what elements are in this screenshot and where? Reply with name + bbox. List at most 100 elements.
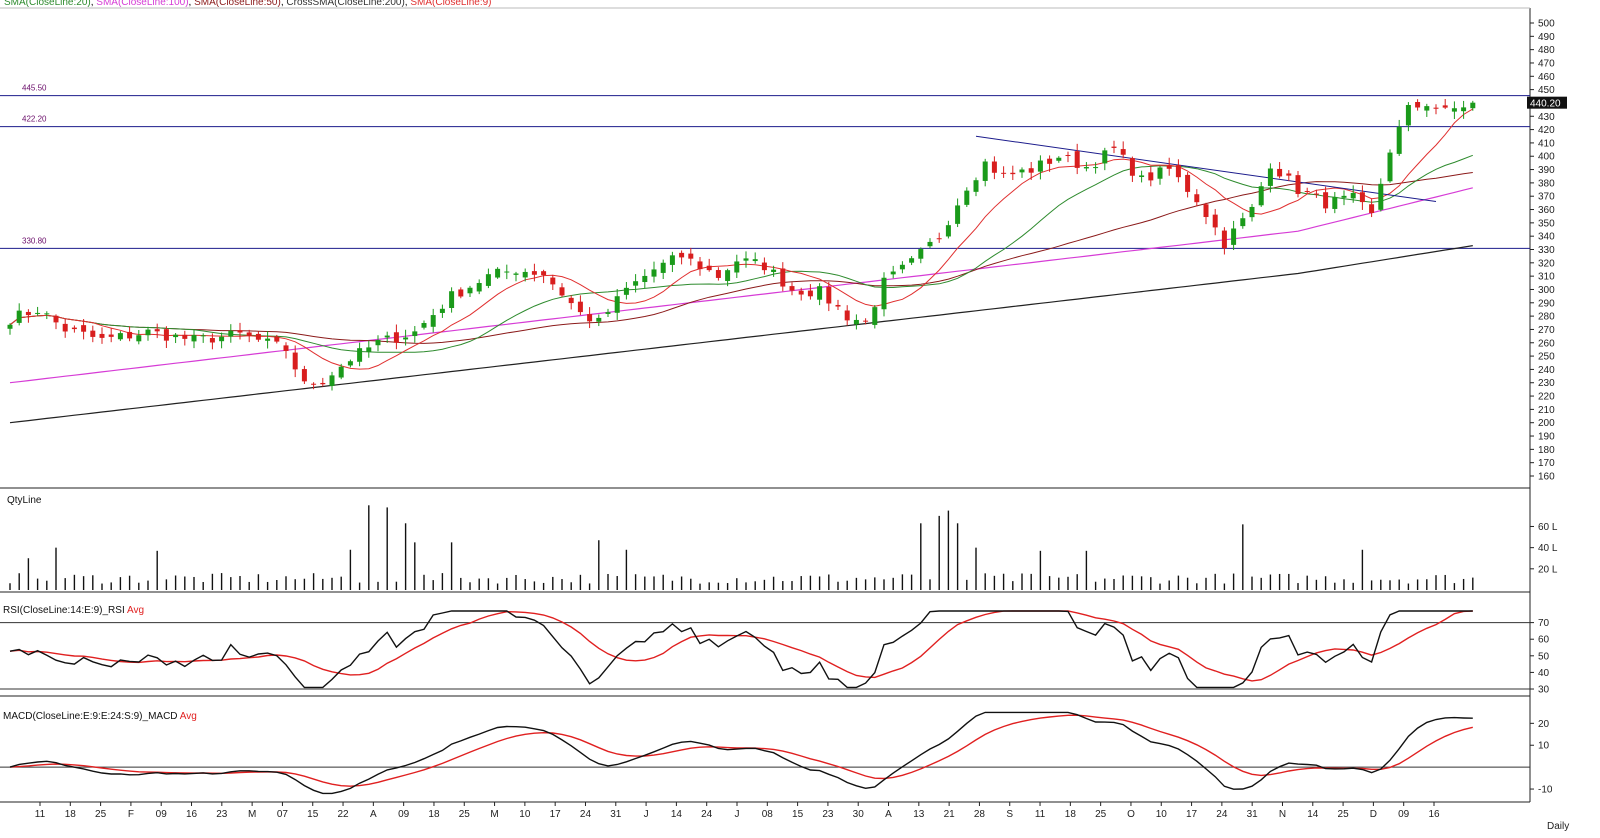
candle[interactable] [1286,170,1292,182]
candle[interactable] [375,335,381,352]
candle[interactable] [1120,141,1126,159]
candle[interactable] [1093,162,1099,174]
candle[interactable] [1019,167,1025,178]
candle[interactable] [725,268,731,287]
candle[interactable] [881,272,887,317]
candle[interactable] [513,271,519,282]
candle[interactable] [1212,208,1218,236]
candle[interactable] [835,299,841,310]
candle[interactable] [108,328,114,343]
candle[interactable] [1442,99,1448,110]
candle[interactable] [1157,165,1163,185]
candle[interactable] [734,254,740,279]
candle[interactable] [1387,149,1393,183]
candle[interactable] [706,258,712,272]
candle[interactable] [265,330,271,349]
candle[interactable] [807,284,813,300]
candle[interactable] [283,342,289,359]
candle[interactable] [1304,187,1310,194]
candle[interactable] [16,303,22,326]
candle[interactable] [522,268,528,282]
candle[interactable] [1028,161,1034,180]
candle[interactable] [1470,100,1476,111]
candle[interactable] [918,247,924,264]
candle[interactable] [35,306,41,316]
candle[interactable] [1166,157,1172,176]
candle[interactable] [366,340,372,358]
candle[interactable] [219,332,225,349]
candle[interactable] [697,256,703,276]
candle[interactable] [789,282,795,296]
candle[interactable] [982,158,988,187]
candle[interactable] [1378,178,1384,212]
candle[interactable] [1010,165,1016,181]
candle[interactable] [1258,182,1264,207]
candle[interactable] [99,327,105,344]
candle[interactable] [945,220,951,239]
candle[interactable] [844,305,850,326]
candle[interactable] [1083,162,1089,172]
candle[interactable] [1221,227,1227,255]
candle[interactable] [439,304,445,318]
candle[interactable] [1047,155,1053,172]
candle[interactable] [715,267,721,281]
candle[interactable] [393,324,399,350]
candle[interactable] [1240,212,1246,229]
candle[interactable] [587,307,593,329]
candle[interactable] [237,322,243,340]
candle[interactable] [136,330,142,345]
candle[interactable] [246,329,252,343]
candle[interactable] [173,333,179,344]
candle[interactable] [1341,190,1347,206]
candle[interactable] [25,309,31,323]
candle[interactable] [1037,155,1043,180]
candle[interactable] [1461,100,1467,119]
price-pane[interactable]: 5004904804704604504404304204104003903803… [0,19,1567,483]
candle[interactable] [559,283,565,298]
candle[interactable] [660,259,666,280]
candle[interactable] [853,314,859,330]
volume-pane[interactable]: 60 L 40 L 20 L [9,505,1558,590]
candle[interactable] [1194,189,1200,207]
candle[interactable] [71,325,77,333]
candle[interactable] [421,320,427,330]
candle[interactable] [899,261,905,274]
candle[interactable] [1277,162,1283,179]
candle[interactable] [1249,204,1255,222]
candle[interactable] [890,265,896,279]
candle[interactable] [44,311,50,320]
candle[interactable] [1175,159,1181,183]
candle[interactable] [1074,143,1080,175]
candle[interactable] [1129,156,1135,182]
candle[interactable] [476,279,482,295]
candle[interactable] [1415,99,1421,111]
candle[interactable] [614,289,620,320]
candle[interactable] [117,331,123,341]
candle[interactable] [872,305,878,329]
candle[interactable] [964,187,970,208]
candle[interactable] [1185,172,1191,198]
candle[interactable] [255,331,261,342]
candle[interactable] [274,334,280,344]
legend-sma20[interactable]: SMA(CloseLine:20) [4,0,91,8]
candle[interactable] [752,252,758,264]
candle[interactable] [1148,166,1154,187]
candle[interactable] [357,342,363,367]
candle[interactable] [1350,185,1356,203]
candle[interactable] [927,238,933,249]
candle[interactable] [430,308,436,333]
candle[interactable] [577,295,583,316]
candle[interactable] [7,323,13,335]
candle[interactable] [145,326,151,341]
candle[interactable] [1313,189,1319,198]
candle[interactable] [1323,186,1329,214]
legend-crosssma200[interactable]: CrossSMA(CloseLine:200) [286,0,405,8]
candle[interactable] [292,345,298,378]
candle[interactable] [384,331,390,343]
candle[interactable] [412,326,418,343]
candle[interactable] [605,308,611,317]
candle[interactable] [1295,170,1301,198]
candle[interactable] [1203,202,1209,225]
candle[interactable] [1359,185,1365,210]
candle[interactable] [504,264,510,280]
